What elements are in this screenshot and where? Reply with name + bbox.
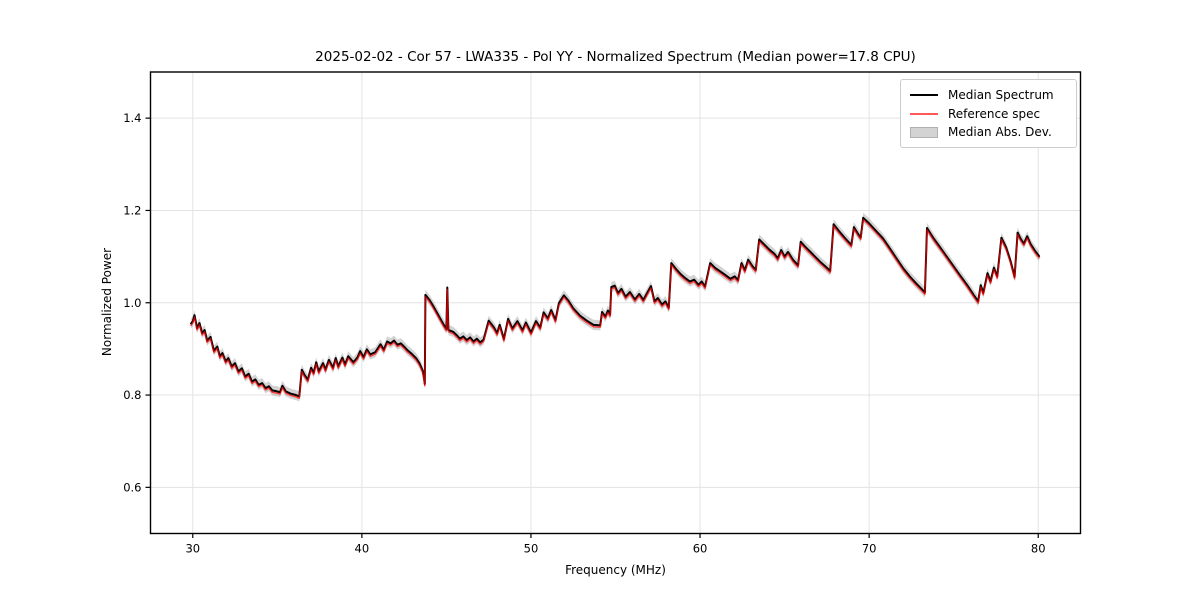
x-tick-label: 80 bbox=[1031, 542, 1046, 556]
x-tick-label: 40 bbox=[355, 542, 370, 556]
legend: Median Spectrum Reference spec Median Ab… bbox=[900, 79, 1077, 148]
legend-label-median-abs-dev: Median Abs. Dev. bbox=[948, 125, 1052, 140]
x-tick-label: 60 bbox=[693, 542, 708, 556]
legend-label-reference-spec: Reference spec bbox=[948, 106, 1041, 121]
ticks bbox=[145, 117, 1039, 538]
legend-item-median-abs-dev: Median Abs. Dev. bbox=[910, 125, 1067, 139]
legend-item-median-spectrum: Median Spectrum bbox=[910, 88, 1067, 102]
x-tick-label: 30 bbox=[185, 542, 200, 556]
median-spectrum-line-sample-icon bbox=[910, 93, 938, 96]
median-spectrum-line bbox=[190, 216, 1041, 398]
plot-title: 2025-02-02 - Cor 57 - LWA335 - Pol YY - … bbox=[315, 49, 916, 65]
y-axis-label: Normalized Power bbox=[100, 247, 114, 357]
x-tick-label: 50 bbox=[524, 542, 539, 556]
y-tick-label: 0.6 bbox=[123, 480, 141, 494]
reference-spec-line bbox=[190, 218, 1040, 400]
legend-label-median-spectrum: Median Spectrum bbox=[948, 87, 1054, 102]
y-tick-label: 0.8 bbox=[123, 388, 141, 402]
legend-item-reference-spec: Reference spec bbox=[910, 107, 1067, 121]
median-abs-dev-patch-sample-icon bbox=[910, 126, 938, 138]
y-tick-label: 1.2 bbox=[123, 203, 141, 217]
y-tick-label: 1.4 bbox=[123, 111, 141, 125]
reference-spec-line-sample-icon bbox=[910, 112, 938, 115]
y-tick-label: 1.0 bbox=[123, 296, 141, 310]
tick-labels: 30 40 50 60 70 80 0.6 0.8 1.0 1.2 1.4 bbox=[123, 111, 1045, 555]
gridlines bbox=[150, 72, 1081, 534]
x-axis-label: Frequency (MHz) bbox=[565, 563, 666, 577]
x-tick-label: 70 bbox=[862, 542, 877, 556]
